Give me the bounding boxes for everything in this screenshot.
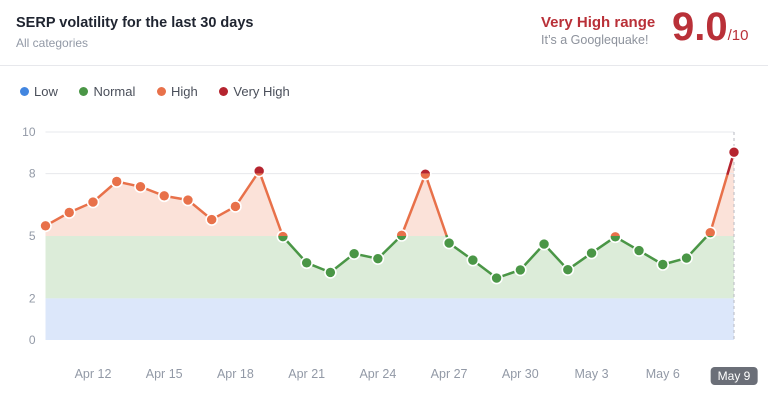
svg-text:10: 10	[22, 125, 36, 139]
svg-text:2: 2	[29, 291, 36, 305]
svg-text:5: 5	[29, 229, 36, 243]
svg-text:0: 0	[29, 333, 36, 347]
svg-text:8: 8	[29, 167, 36, 181]
